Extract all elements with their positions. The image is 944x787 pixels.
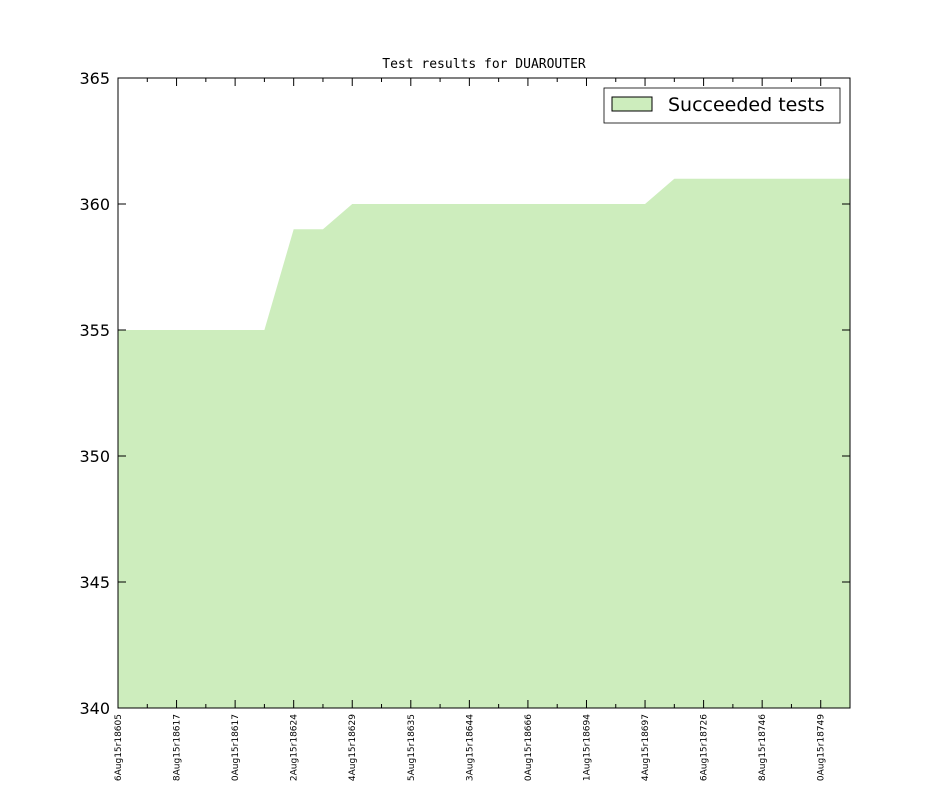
legend-label: Succeeded tests: [668, 94, 825, 116]
x-tick-label: 4Aug15r18629: [348, 714, 358, 781]
x-tick-label: 6Aug15r18605: [114, 714, 124, 781]
x-tick-label: 2Aug15r18624: [290, 714, 300, 781]
y-tick-label: 365: [79, 69, 110, 88]
x-tick-label: 8Aug15r18617: [173, 714, 183, 781]
legend-swatch: [611, 96, 653, 112]
y-tick-label: 360: [79, 195, 110, 214]
y-tick-label: 340: [79, 699, 110, 718]
y-tick-label: 350: [79, 447, 110, 466]
legend: Succeeded tests: [603, 87, 841, 124]
x-tick-label: 6Aug15r18726: [700, 714, 710, 781]
plot-frame: [117, 77, 851, 709]
y-tick-label: 345: [79, 573, 110, 592]
x-tick-label: 4Aug15r18697: [641, 714, 651, 781]
x-tick-label: 3Aug15r18644: [465, 714, 475, 781]
x-tick-label: 8Aug15r18746: [758, 714, 768, 781]
chart-title: Test results for DUAROUTER: [382, 57, 586, 72]
x-tick-label: 5Aug15r18635: [407, 714, 417, 781]
x-tick-label: 1Aug15r18694: [582, 714, 592, 781]
x-tick-label: 0Aug15r18749: [817, 714, 827, 781]
y-tick-label: 355: [79, 321, 110, 340]
x-tick-label: 0Aug15r18617: [231, 714, 241, 781]
x-tick-label: 0Aug15r18666: [524, 714, 534, 781]
area: [118, 178, 850, 709]
